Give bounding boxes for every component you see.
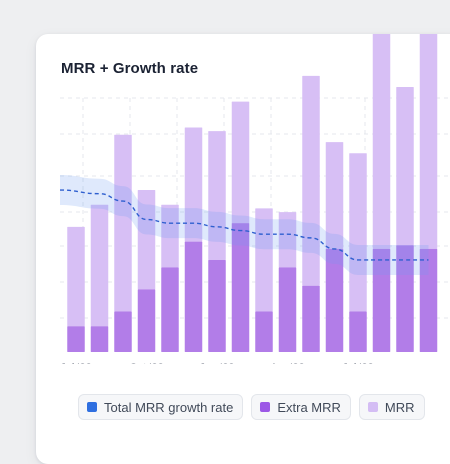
bar-extra-mrr bbox=[208, 259, 226, 352]
x-tick-label: Jan '23 bbox=[199, 362, 234, 364]
bar-mrr bbox=[419, 34, 438, 249]
chart-plot-area: Jul '22 Oct '22 Jan '23 Apr '23 Jul '23 bbox=[59, 34, 450, 364]
legend-label-growth-rate: Total MRR growth rate bbox=[104, 399, 234, 415]
bar-mrr bbox=[114, 134, 132, 312]
bar-extra-mrr bbox=[325, 248, 344, 352]
x-tick-label: Apr '23 bbox=[270, 362, 305, 364]
bar-extra-mrr bbox=[90, 326, 109, 352]
x-tick-label: Jul '22 bbox=[60, 362, 91, 364]
bar-mrr bbox=[278, 212, 297, 268]
bar-mrr bbox=[302, 75, 320, 286]
chart-legend: Total MRR growth rate Extra MRR MRR bbox=[78, 394, 425, 420]
bar-mrr bbox=[161, 204, 179, 268]
bar-extra-mrr bbox=[396, 245, 414, 352]
bar-extra-mrr bbox=[114, 311, 132, 352]
bar-extra-mrr bbox=[67, 326, 85, 352]
x-axis-ticks: Jul '22 Oct '22 Jan '23 Apr '23 Jul '23 bbox=[60, 362, 373, 364]
x-tick-label: Oct '22 bbox=[129, 362, 164, 364]
bar-mrr bbox=[90, 204, 109, 327]
bar-extra-mrr bbox=[278, 267, 297, 352]
bar-mrr bbox=[372, 34, 391, 249]
bar-mrr bbox=[208, 131, 226, 260]
bar-mrr bbox=[349, 153, 367, 312]
bar-mrr bbox=[396, 86, 414, 246]
x-tick-label: Jul '23 bbox=[342, 362, 373, 364]
chart-card: MRR + Growth rate Jul '22 Oct '22 Jan '23 A… bbox=[36, 34, 450, 464]
bar-mrr bbox=[325, 142, 344, 249]
growth-rate-band bbox=[60, 175, 429, 275]
bar-extra-mrr bbox=[137, 289, 156, 352]
legend-item-mrr[interactable]: MRR bbox=[358, 394, 425, 420]
legend-item-extra-mrr[interactable]: Extra MRR bbox=[251, 394, 351, 420]
legend-item-growth-rate[interactable]: Total MRR growth rate bbox=[78, 394, 244, 420]
chart-title: MRR + Growth rate bbox=[61, 60, 199, 77]
bar-extra-mrr bbox=[161, 267, 179, 352]
chart-bars bbox=[67, 34, 438, 352]
legend-swatch-mrr bbox=[367, 402, 378, 412]
growth-rate-line bbox=[59, 189, 429, 261]
bar-extra-mrr bbox=[231, 223, 250, 352]
bar-extra-mrr bbox=[419, 248, 438, 352]
legend-swatch-extra-mrr bbox=[260, 402, 271, 412]
bar-mrr bbox=[184, 127, 203, 242]
legend-swatch-growth-rate bbox=[87, 402, 97, 412]
bar-extra-mrr bbox=[349, 311, 367, 352]
bar-mrr bbox=[137, 190, 156, 290]
legend-label-mrr: MRR bbox=[384, 399, 415, 415]
bar-extra-mrr bbox=[184, 241, 203, 352]
bar-extra-mrr bbox=[255, 311, 273, 352]
bar-extra-mrr bbox=[302, 285, 320, 352]
legend-label-extra-mrr: Extra MRR bbox=[277, 399, 341, 415]
bar-mrr bbox=[67, 226, 85, 327]
bar-mrr bbox=[231, 101, 250, 224]
bar-extra-mrr bbox=[372, 248, 391, 352]
